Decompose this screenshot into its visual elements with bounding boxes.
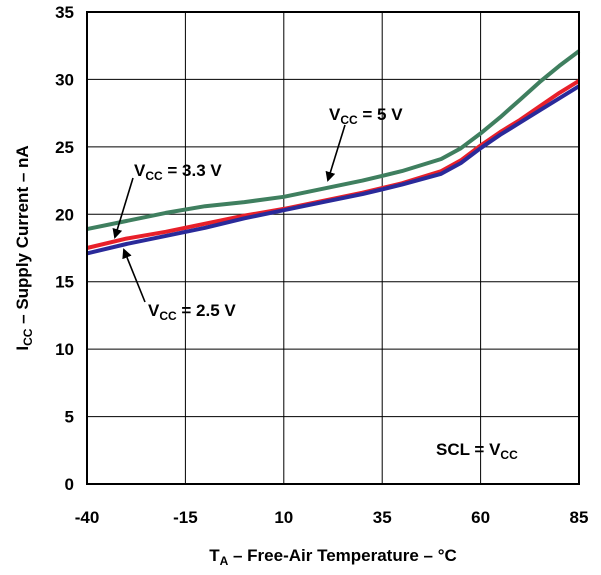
y-tick-label: 35: [55, 3, 74, 22]
annotation-vcc-5v: VCC = 5 V: [329, 105, 403, 127]
arrow-vcc-2-5v: [122, 248, 146, 303]
y-tick-label: 20: [55, 205, 74, 224]
x-tick-label: -15: [173, 508, 198, 527]
annotation-vcc-2-5v: VCC = 2.5 V: [148, 301, 236, 323]
x-tick-label: 35: [373, 508, 392, 527]
y-tick-label: 10: [55, 340, 74, 359]
x-tick-label: 60: [471, 508, 490, 527]
y-tick-label: 15: [55, 273, 74, 292]
x-tick-label: 10: [274, 508, 293, 527]
series-line-0: [86, 49, 581, 232]
tick-labels: -40 -15 10 35 60 85 0 5 10 15 20 25 30 35: [55, 3, 588, 527]
arrow-vcc-3-3v: [112, 177, 134, 239]
y-tick-label: 0: [65, 475, 74, 494]
series-lines: [86, 49, 581, 256]
y-tick-label: 30: [55, 70, 74, 89]
x-tick-label: -40: [75, 508, 100, 527]
plot-frame: [86, 11, 580, 485]
y-tick-label: 25: [55, 138, 74, 157]
y-axis-title: ICC – Supply Current – nA: [13, 145, 35, 350]
grid: [86, 11, 580, 485]
series-line-2: [86, 84, 581, 256]
annotation-scl-vcc: SCL = VCC: [436, 440, 518, 462]
arrow-vcc-5v: [325, 124, 346, 182]
annotation-vcc-3-3v: VCC = 3.3 V: [134, 161, 222, 183]
y-tick-label: 5: [65, 408, 74, 427]
x-axis-title: TA – Free-Air Temperature – °C: [209, 546, 457, 568]
x-tick-label: 85: [570, 508, 589, 527]
